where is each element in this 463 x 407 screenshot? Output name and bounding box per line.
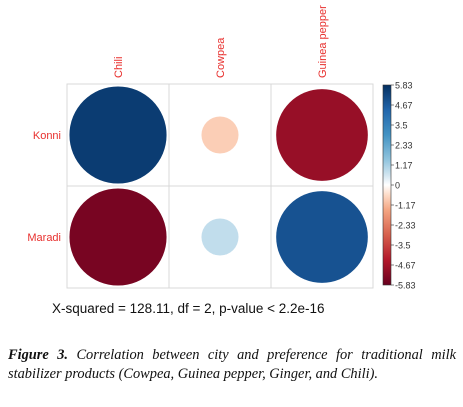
column-label: Chili (113, 57, 125, 78)
row-label: Konni (33, 130, 61, 142)
colorbar-tick-label: 0 (395, 181, 400, 191)
correlation-circle (276, 191, 368, 283)
colorbar-gradient (382, 84, 392, 286)
figure-caption: Figure 3. Correlation between city and p… (8, 346, 456, 384)
figure-label: Figure 3. (8, 347, 69, 363)
correlation-circle (201, 116, 239, 154)
colorbar-tick-label: -4.67 (395, 261, 416, 271)
colorbar-tick-label: -1.17 (395, 201, 416, 211)
colorbar-tick-label: 5.83 (395, 81, 413, 91)
correlation-circle (69, 188, 167, 286)
row-label: Maradi (27, 232, 61, 244)
correlation-circle (276, 89, 368, 181)
colorbar-tick-label: -3.5 (395, 241, 411, 251)
colorbar-tick-label: 3.5 (395, 121, 408, 131)
circles-layer (69, 86, 368, 286)
colorbar-tick-label: -2.33 (395, 221, 416, 231)
colorbar-tick-label: 4.67 (395, 101, 413, 111)
correlation-plot: Chili Cowpea Guinea pepper Konni Maradi 5.8… (27, 5, 416, 291)
row-labels: Konni Maradi (27, 130, 61, 244)
column-labels: Chili Cowpea Guinea pepper (113, 5, 329, 78)
figure-caption-text: Correlation between city and preference … (8, 347, 456, 382)
correlation-circle (69, 86, 167, 184)
column-label: Guinea pepper (317, 5, 329, 78)
colorbar-tick-label: 1.17 (395, 161, 413, 171)
correlation-circle (201, 218, 239, 256)
colorbar-tick-label: -5.83 (395, 281, 416, 291)
column-label: Cowpea (215, 37, 227, 78)
colorbar: 5.83 4.67 3.5 2.33 1.17 0 -1.17 -2.33 -3.5 -4.67 -… (382, 81, 416, 291)
colorbar-tick-label: 2.33 (395, 141, 413, 151)
chi-square-statistic: X-squared = 128.11, df = 2, p-value < 2.… (52, 301, 325, 316)
